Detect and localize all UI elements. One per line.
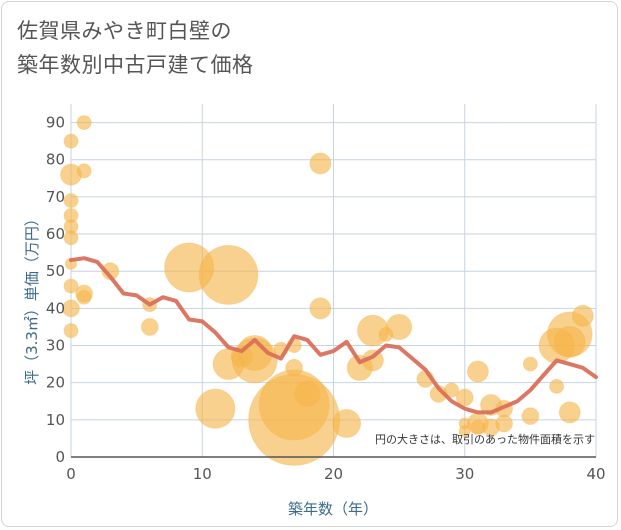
chart-title-line-1: 佐賀県みやき町白壁の bbox=[17, 19, 232, 43]
bubble-point bbox=[231, 337, 278, 384]
bubble-point bbox=[458, 424, 471, 438]
bubble-point bbox=[455, 388, 474, 407]
bubble-point bbox=[549, 378, 565, 394]
bubble-point bbox=[332, 409, 362, 439]
bubble-point bbox=[140, 318, 159, 336]
y-tick-label: 60 bbox=[46, 225, 65, 243]
bubble-point bbox=[521, 407, 540, 426]
trend-line bbox=[69, 256, 598, 415]
y-tick-label: 20 bbox=[46, 374, 65, 392]
bubble-point bbox=[195, 388, 236, 429]
bubble-point bbox=[63, 278, 79, 294]
bubble-point bbox=[522, 356, 538, 372]
bubble-point bbox=[63, 193, 79, 209]
bubble-point bbox=[63, 230, 79, 246]
y-tick-label: 40 bbox=[46, 299, 65, 317]
bubble-point bbox=[495, 414, 514, 433]
y-tick-label: 50 bbox=[46, 262, 65, 280]
y-tick-label: 70 bbox=[46, 188, 65, 206]
bubble-point bbox=[63, 323, 79, 339]
y-tick-label: 90 bbox=[46, 114, 65, 132]
bubble-series bbox=[60, 115, 594, 466]
trend-series bbox=[69, 256, 598, 415]
bubble-point bbox=[309, 152, 332, 175]
bubble-point bbox=[553, 325, 586, 358]
size-legend-note: 円の大きさは、取引のあった物件面積を示す bbox=[375, 432, 595, 446]
bubble-point bbox=[386, 313, 413, 341]
bubble-point bbox=[76, 289, 92, 305]
chart-title-line-2: 築年数別中古戸建て価格 bbox=[17, 53, 254, 77]
axes: 0 10 20 30 40 0 10 20 30 40 50 60 70 80 90 bbox=[46, 114, 606, 483]
bubble-point bbox=[76, 163, 92, 179]
grid-lines bbox=[70, 104, 597, 458]
bubble-point bbox=[294, 380, 321, 407]
x-tick-label: 40 bbox=[586, 465, 605, 483]
bubble-point bbox=[248, 373, 341, 466]
bubble-point bbox=[62, 299, 80, 318]
bubble-point bbox=[309, 297, 332, 320]
x-tick-label: 0 bbox=[66, 465, 76, 483]
bubble-point bbox=[76, 115, 92, 131]
y-tick-label: 10 bbox=[46, 411, 65, 429]
bubble-point bbox=[558, 401, 581, 424]
y-axis-label: 坪（3.3㎡）単価（万円） bbox=[23, 211, 41, 385]
bubble-point bbox=[63, 133, 79, 149]
y-tick-label: 0 bbox=[55, 448, 65, 466]
y-tick-label: 30 bbox=[46, 337, 65, 355]
chart-title: 佐賀県みやき町白壁の 築年数別中古戸建て価格 bbox=[17, 14, 254, 82]
bubble-point bbox=[571, 304, 594, 327]
bubble-point bbox=[198, 245, 259, 305]
bubble-point bbox=[444, 382, 460, 398]
x-tick-label: 20 bbox=[324, 465, 343, 483]
x-tick-label: 10 bbox=[193, 465, 212, 483]
y-tick-label: 80 bbox=[46, 151, 65, 169]
x-tick-label: 30 bbox=[455, 465, 474, 483]
bubble-point bbox=[466, 360, 489, 383]
x-axis-label: 築年数（年） bbox=[288, 500, 378, 518]
